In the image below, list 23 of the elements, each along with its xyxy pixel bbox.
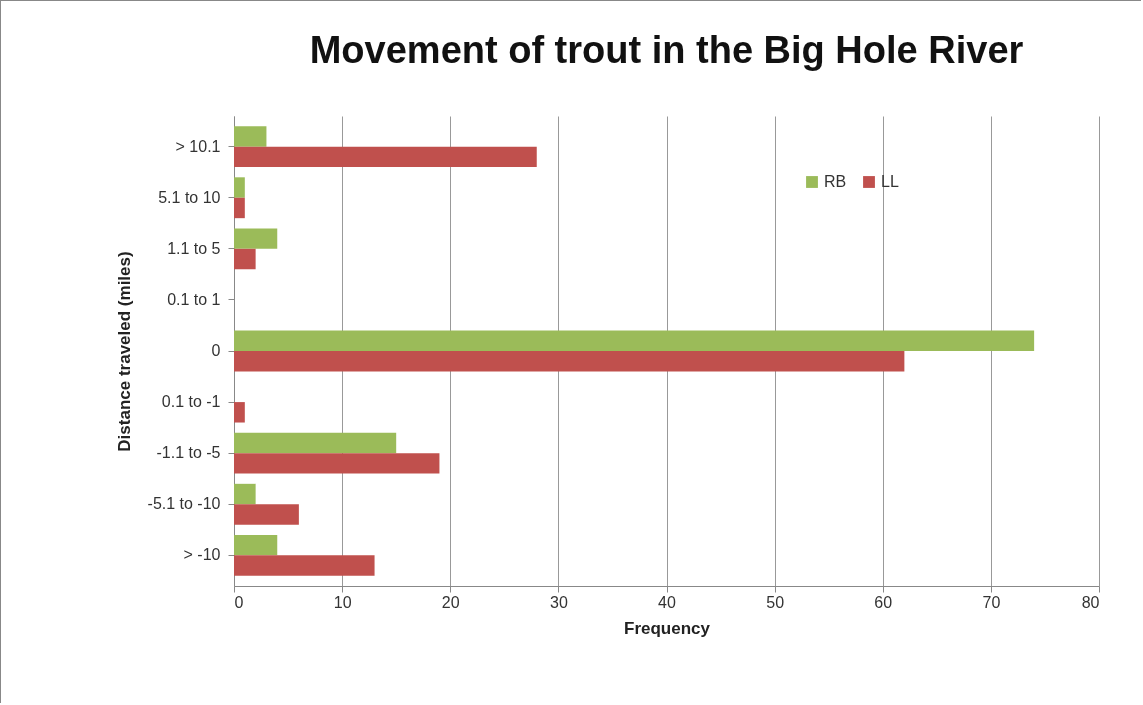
y-axis-title: Distance traveled (miles): [114, 251, 134, 452]
x-tick-label: 0: [234, 593, 244, 611]
y-tick-label: 1.1 to 5: [167, 239, 221, 257]
x-tick-label: 60: [874, 593, 893, 611]
x-axis-title: Frequency: [624, 618, 711, 638]
y-tick-label: 0: [211, 342, 221, 359]
y-tick-label: -1.1 to -5: [156, 444, 221, 462]
x-tick-label: 70: [982, 593, 1001, 611]
y-tick-label: > 10.1: [175, 137, 221, 155]
y-tick-label: > -10: [183, 546, 221, 564]
x-tick-label: 40: [658, 593, 676, 611]
legend-label: RB: [824, 173, 847, 190]
y-tick-label: 0.1 to -1: [161, 393, 221, 411]
x-tick-label: 10: [333, 593, 352, 611]
x-tick-label: 20: [441, 593, 460, 611]
x-tick-label: 50: [766, 593, 785, 611]
x-tick-label: 80: [1081, 593, 1100, 611]
y-tick-label: 5.1 to 10: [158, 188, 221, 206]
x-tick-label: 30: [549, 593, 568, 611]
chart-title: Movement of trout in the Big Hole River: [309, 29, 1024, 71]
legend-label: LL: [881, 173, 899, 190]
y-tick-label: -5.1 to -10: [147, 495, 221, 513]
y-tick-label: 0.1 to 1: [167, 290, 221, 308]
